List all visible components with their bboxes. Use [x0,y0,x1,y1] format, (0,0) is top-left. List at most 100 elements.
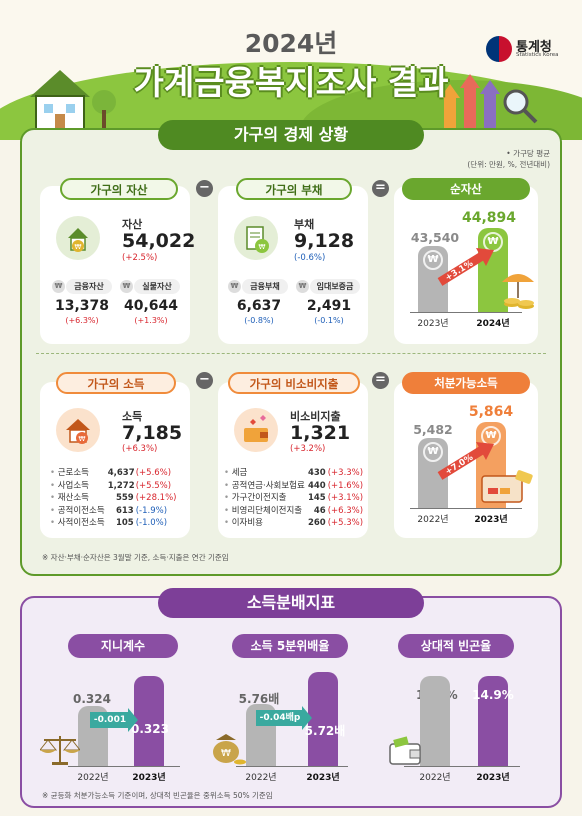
breakdown-value: 440 [307,480,326,491]
bullet-icon: • [224,493,232,503]
income-value: 7,185 [122,422,183,444]
breakdown-change: (-1.9%) [135,505,168,516]
debt-card [218,186,368,344]
growth-arrows-icon [440,74,500,132]
won-coin-icon: ₩ [228,280,241,293]
financial-debt-change: (-0.8%) [244,316,274,325]
breakdown-row: • 공적연금·사회보험료 440 (+1.6%) [224,481,366,492]
taegeuk-logo-icon [486,36,512,62]
nonconsumption-change: (+3.2%) [290,444,326,454]
financial-debt-label: 금융부채 [242,279,288,294]
page-title: 가계금융복지조사 결과 [133,63,449,102]
real-assets-label: 실물자산 [134,279,180,294]
gini-curr-year: 2023년 [132,773,166,783]
breakdown-change: (+5.6%) [135,468,172,478]
breakdown-value: 1,272 [107,480,135,491]
breakdown-name: 근로소득 [57,468,89,478]
nonconsumption-value: 1,321 [290,422,351,444]
debt-value: 9,128 [294,230,355,252]
breakdown-row: • 사업소득 1,272(+5.5%) [50,481,188,492]
income-card [40,382,190,538]
bullet-icon: • [50,480,58,491]
disposable-curr-year: 2023년 [474,515,508,525]
breakdown-change: (+1.6%) [327,480,364,491]
house-heart-icon: ₩ [56,408,100,452]
disposable-prev-year: 2022년 [417,515,449,525]
axis-line [410,312,522,313]
breakdown-value: 430 [307,468,326,478]
section2-footnote: ※ 균등화 처분가능소득 기준이며, 상대적 빈곤율은 중위소득 50% 기준임 [42,791,273,800]
unit-note: • 가구당 평균 (단위: 만원, %, 전년대비) [420,148,550,170]
breakdown-value: 4,637 [107,468,135,478]
breakdown-row: • 사적이전소득 105 (-1.0%) [50,518,188,529]
arrow-head-icon [302,706,312,730]
quintile-prev-year: 2022년 [245,773,277,783]
axis-line [236,766,348,767]
financial-assets-change: (+6.3%) [65,316,99,325]
breakdown-row: • 근로소득 4,637(+5.6%) [50,468,188,479]
axis-line [404,766,520,767]
poverty-pill: 상대적 빈곤율 [398,634,514,658]
unit-line-2: (단위: 만원, %, 전년대비) [467,160,550,169]
section-title-distribution: 소득분배지표 [158,588,424,618]
bullet-icon: • [224,468,232,478]
net-assets-2023-value: 43,540 [410,230,460,245]
wallet-hearts-icon [234,408,278,452]
breakdown-change: (+3.3%) [327,468,364,478]
minus-operator: − [196,180,213,197]
breakdown-row: • 공적이전소득 613 (-1.9%) [50,506,188,517]
poverty-2022-bar [420,676,450,766]
quintile-2023-bar [308,672,338,766]
breakdown-value: 613 [115,505,134,516]
breakdown-row: • 재산소득 559 (+28.1%) [50,493,188,504]
section1-footnote: ※ 자산·부채·순자산은 3월말 기준, 소득·지출은 연간 기준임 [42,553,229,562]
bullet-icon: • [50,518,58,528]
breakdown-name: 비영리단체이전지출 [231,505,303,516]
bullet-icon: • [224,505,232,516]
quintile-change: -0.04배p [256,710,304,726]
quintile-2022-value: 5.76배 [238,692,280,706]
rental-deposit-label: 임대보증금 [310,279,360,294]
disposable-2023-value: 5,864 [468,404,514,420]
magnifier-icon [503,89,538,124]
assets-card [40,186,190,344]
minus-operator: − [196,372,213,389]
breakdown-name: 가구간이전지출 [231,493,287,503]
nonconsumption-card [218,382,368,538]
scales-icon [40,736,80,765]
quintile-pill: 소득 5분위배율 [232,634,348,658]
breakdown-change: (+3.1%) [327,493,364,503]
breakdown-row: • 가구간이전지출 145 (+3.1%) [224,493,366,504]
bullet-icon: • [50,468,58,478]
income-breakdown-list: • 근로소득 4,637(+5.6%) • 사업소득 1,272(+5.5%) • 재산… [50,468,188,531]
income-pill: 가구의 소득 [56,372,176,394]
gini-prev-year: 2022년 [77,773,109,783]
document-coin-icon: ₩ [234,216,278,260]
gini-pill: 지니계수 [68,634,178,658]
breakdown-value: 46 [313,505,326,516]
breakdown-value: 105 [115,518,134,528]
income-change: (+6.3%) [122,444,158,454]
svg-text:₩: ₩ [221,748,231,759]
assets-change: (+2.5%) [122,253,158,263]
section-title-economic: 가구의 경제 상황 [158,120,424,150]
poverty-2023-value: 14.9% [472,688,514,702]
gini-2023-bar [134,676,164,766]
section-divider [36,353,546,354]
breakdown-change: (+5.3%) [327,518,364,528]
svg-text:₩: ₩ [79,435,86,443]
svg-text:₩: ₩ [259,243,266,251]
breakdown-name: 세금 [231,468,248,478]
bullet-icon: • [50,493,58,503]
breakdown-value: 145 [307,493,326,503]
debt-change: (-0.6%) [294,253,326,263]
wallet-card-icon [481,470,533,503]
net-assets-2024-value: 44,894 [462,210,517,226]
disposable-income-pill: 처분가능소득 [402,372,530,394]
breakdown-change: (+6.3%) [327,505,364,516]
nonconsumption-breakdown-list: • 세금 430 (+3.3%) • 공적연금·사회보험료 440 (+1.6%) • 가구… [224,468,366,531]
breakdown-change: (+28.1%) [135,493,177,503]
financial-debt-value: 6,637 [236,298,282,314]
statistics-korea-logo: 통계청 Statistics Korea [486,34,570,64]
breakdown-name: 재산소득 [57,493,89,503]
